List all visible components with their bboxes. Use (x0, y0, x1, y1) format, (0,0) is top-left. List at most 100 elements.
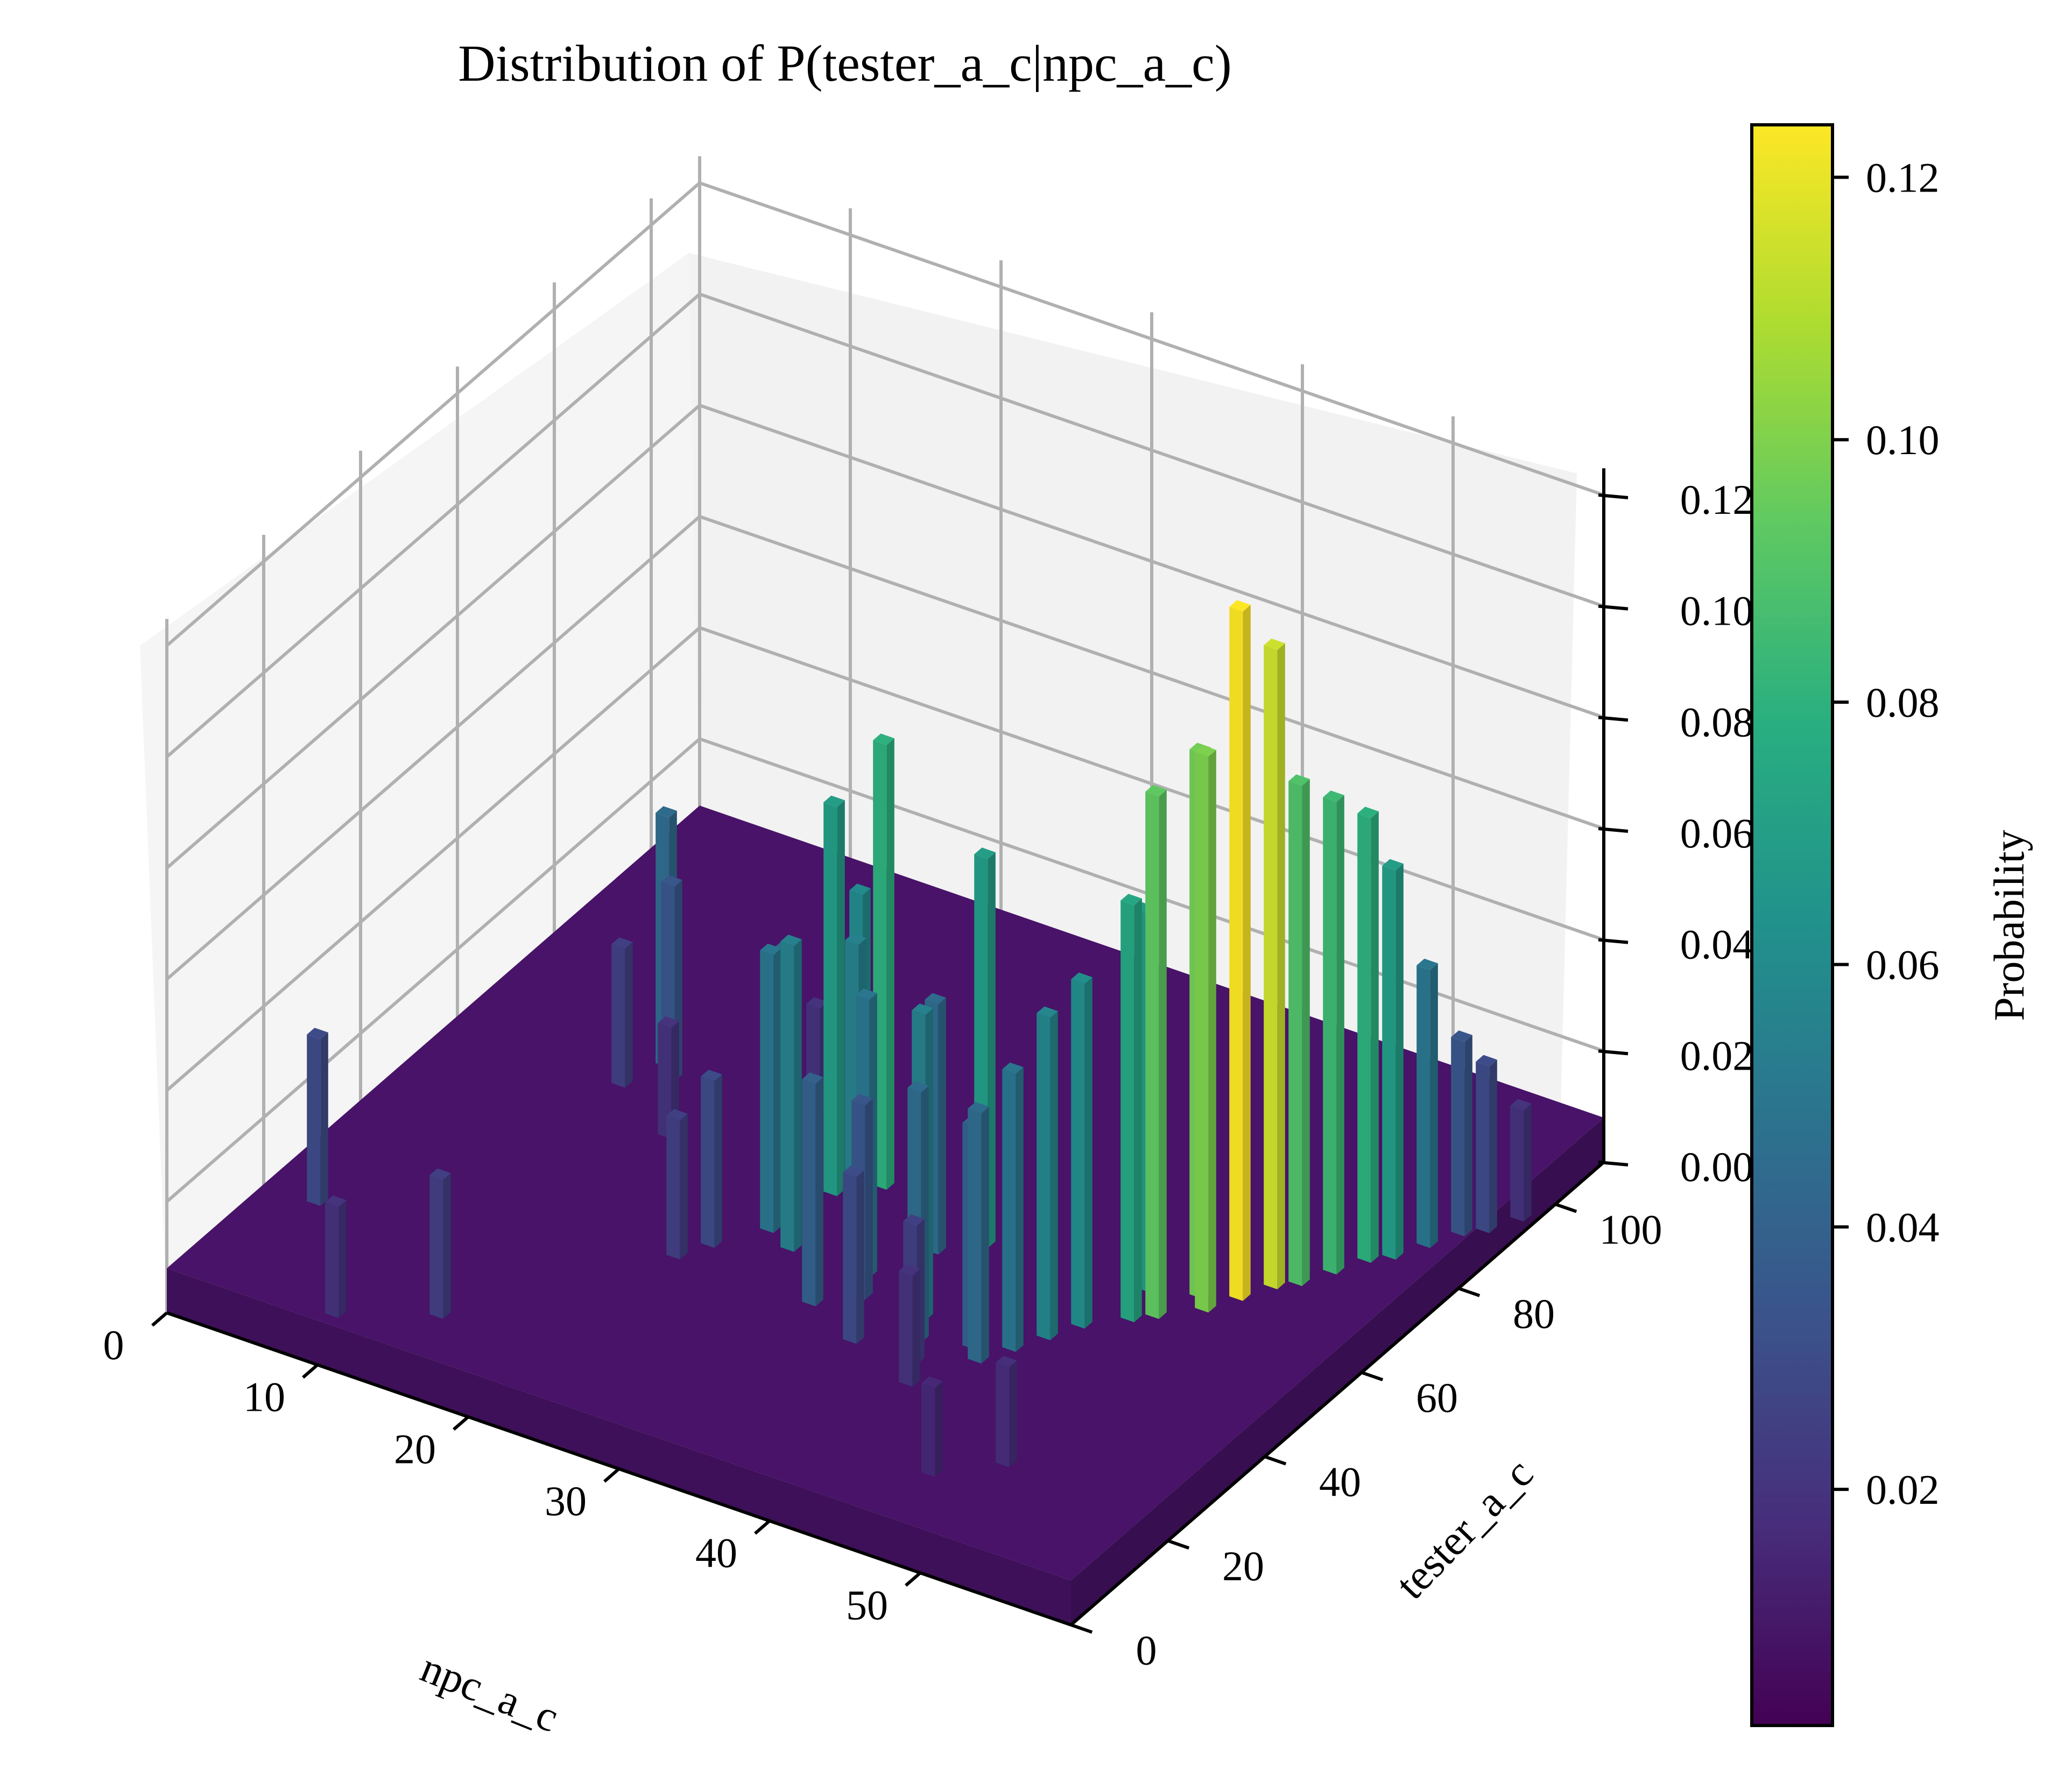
bar-34-36 (843, 1165, 864, 1344)
bar-front-face (611, 944, 625, 1088)
bar-top-face (1120, 894, 1142, 906)
bar-top-face (1451, 1030, 1472, 1042)
bar-front-face (1382, 866, 1396, 1260)
base-slab-side (1071, 1118, 1604, 1625)
bar-top-face (1071, 972, 1093, 984)
z-tick-label-4: 0.08 (1680, 698, 1754, 745)
colorbar (1750, 123, 1834, 1727)
bar-side-face (1371, 811, 1379, 1263)
y-tick-mark-1 (1167, 1539, 1190, 1550)
bar-50-66 (1229, 600, 1251, 1301)
bar-1-28 (307, 1028, 328, 1206)
bar-front-face (1229, 606, 1243, 1301)
x-tick-label-2: 20 (394, 1425, 436, 1472)
bar-side-face (443, 1173, 451, 1319)
bar-side-face (1050, 1011, 1058, 1340)
bar-side-face (1009, 1360, 1017, 1467)
left-wall-pane (140, 253, 700, 1313)
colorbar-tick-label-1: 0.04 (1866, 1204, 1940, 1250)
z-tick-mark-5 (1598, 604, 1629, 611)
bar-top-face (899, 1264, 920, 1276)
bar-side-face (912, 1269, 920, 1387)
z-tick-label-5: 0.10 (1680, 588, 1754, 634)
bar-front-face (1451, 1037, 1465, 1236)
x-tick-label-1: 10 (243, 1374, 285, 1420)
chart-title: Distribution of P(tester_a_c|npc_a_c) (458, 34, 1231, 92)
bar-side-face (625, 942, 633, 1088)
bar-top-face (1357, 807, 1379, 818)
bars-layer (167, 600, 1604, 1625)
bar-front-face (1476, 1062, 1490, 1233)
bar-top-face (666, 1109, 688, 1121)
bar-front-face (802, 1079, 816, 1306)
bar-top-face (903, 1214, 925, 1226)
bar-front-face (760, 950, 774, 1233)
bar-25-60 (823, 795, 845, 1197)
z-tick-label-6: 0.12 (1680, 476, 1754, 523)
bar-56-86 (1416, 958, 1438, 1248)
bar-side-face (1159, 789, 1167, 1319)
bar-front-face (1002, 1069, 1016, 1352)
bar-top-face (925, 993, 946, 1005)
bar-top-face (1002, 1062, 1024, 1074)
x-tick-mark-1 (302, 1363, 319, 1379)
x-axis-label: npc_a_c (414, 1644, 565, 1741)
bar-side-face (1336, 795, 1344, 1275)
colorbar-label: Probability (1986, 830, 2033, 1021)
z-tick-label-1: 0.02 (1680, 1032, 1754, 1079)
bar-top-face (907, 1081, 929, 1093)
bar-top-face (1037, 1006, 1058, 1018)
x-tick-mark-0 (151, 1311, 168, 1327)
y-tick-label-5: 100 (1599, 1206, 1662, 1253)
bar-side-face (1302, 779, 1310, 1286)
y-tick-label-4: 80 (1513, 1290, 1555, 1337)
bar-51-70 (1264, 638, 1285, 1290)
bar-top-face (974, 847, 996, 859)
y-tick-label-1: 20 (1222, 1543, 1264, 1589)
bar-top-face (1264, 638, 1285, 650)
bar-55-82 (1382, 859, 1404, 1260)
bar-front-face (996, 1362, 1010, 1467)
bar-front-face (1357, 813, 1371, 1263)
bar-side-face (1016, 1067, 1024, 1352)
bar-top-face (1195, 745, 1216, 757)
bar-41-40 (968, 1102, 989, 1364)
bar-top-face (429, 1168, 451, 1180)
bar-top-face (611, 937, 633, 949)
bar-top-face (823, 795, 845, 807)
bar-front-face (1264, 645, 1278, 1290)
bar-side-face (1277, 643, 1285, 1290)
y-tick-mark-5 (1555, 1203, 1577, 1213)
bar-54-80 (1357, 807, 1379, 1263)
axes-layer: 0 10 20 30 40 50 0 20 40 60 80 100 0.00 0.02 0.04 0.06 0… (103, 468, 1754, 1673)
bar-side-face (1430, 963, 1438, 1248)
bar-top-face (968, 1102, 989, 1114)
bar-front-face (1288, 781, 1302, 1286)
bar-top-face (806, 997, 828, 1009)
x-tick-label-3: 30 (545, 1477, 587, 1524)
bar-front-face (1037, 1013, 1051, 1340)
bar-22-44 (701, 1070, 722, 1248)
bar-front-face (899, 1271, 913, 1387)
bar-9-66 (611, 937, 633, 1088)
bar-top-face (1476, 1055, 1497, 1066)
bar-30-40 (802, 1072, 823, 1306)
bar-side-face (1396, 864, 1404, 1260)
bar-side-face (981, 1106, 989, 1364)
x-tick-label-5: 50 (846, 1581, 888, 1628)
bar-top-face (1288, 774, 1310, 786)
x-tick-mark-5 (905, 1572, 921, 1587)
bar-side-face (886, 738, 894, 1190)
bar-side-face (1464, 1035, 1472, 1236)
bar-front-face (823, 802, 837, 1197)
bar-49-62 (1195, 745, 1216, 1313)
bar-top-face (760, 943, 781, 955)
bar-front-face (658, 1023, 672, 1139)
bar-52-72 (1288, 774, 1310, 1286)
bar-side-face (1524, 1104, 1532, 1222)
bar-top-face (701, 1070, 722, 1081)
y-tick-label-3: 60 (1416, 1374, 1458, 1421)
bar-top-face (780, 935, 802, 946)
bar-front-face (843, 1172, 857, 1344)
bar-46-56 (1120, 894, 1142, 1323)
